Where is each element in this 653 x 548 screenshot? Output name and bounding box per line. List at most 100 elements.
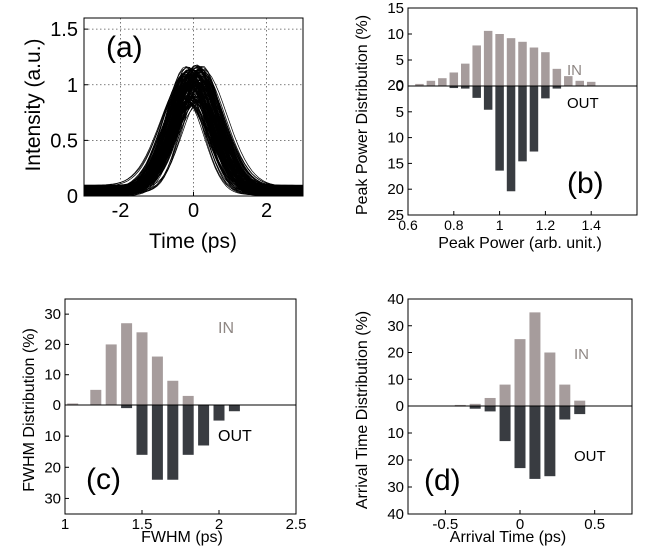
panel-c-label: (c)	[86, 463, 121, 496]
panel-d-ticks: -0.5 0 0.5 0 10 20 30 40 10 20 30 40	[387, 291, 605, 533]
panel-c-bars	[65, 323, 296, 480]
panel-b-in-bar	[586, 81, 596, 86]
panel-d-in-y-tick-label: 40	[387, 291, 404, 308]
panel-b-in-bar	[472, 45, 481, 86]
panel-d-x-tick-label: 0	[516, 516, 524, 533]
panel-d-out-y-tick-label: 20	[387, 452, 404, 469]
panel-b-out-bar	[506, 86, 516, 192]
panel-a-trace	[84, 101, 303, 191]
panel-b-x-tick-label: 1.2	[536, 217, 556, 233]
panel-c-in-y-tick-label: 20	[44, 336, 61, 353]
panel-b-x-tick-label: 1.4	[581, 217, 601, 233]
panel-d-out-y-tick-label: 30	[387, 479, 404, 496]
panel-c-in-bar	[182, 395, 194, 405]
panel-c-out-y-tick-label: 20	[44, 459, 61, 476]
panel-b-x-tick-label: 1	[496, 217, 504, 233]
panel-b-in-bar	[529, 47, 539, 86]
panel-c-out-label: OUT	[218, 428, 252, 445]
panel-d-out-y-tick-label: 40	[387, 506, 404, 523]
panel-d-in-bar	[454, 404, 466, 406]
panel-c-out-y-tick-label: 10	[44, 428, 61, 445]
panel-b-in-bar	[483, 30, 493, 87]
panel-b-in-bar	[426, 80, 436, 86]
panel-c-out-bar	[151, 405, 163, 480]
panel-c-x-tick-label: 1.5	[132, 516, 153, 533]
panel-d-out-label: OUT	[574, 448, 606, 465]
panel-b-label: (b)	[567, 167, 604, 200]
panel-b-out-y-tick-label: 10	[387, 130, 404, 147]
panel-a-trace	[84, 73, 303, 193]
panel-c-x-tick-label: 2	[215, 516, 223, 533]
panel-d-in-bar	[559, 384, 571, 406]
panel-d-in-bar	[529, 312, 541, 406]
panel-b-out-bar	[552, 86, 562, 89]
panel-c-x-axis-label: FWHM (ps)	[141, 529, 223, 546]
panel-c-in-y-tick-label: 10	[44, 367, 61, 384]
panel-c-axes-frame	[64, 298, 297, 515]
panel-a-y-axis-label: Intensity (a.u.)	[22, 38, 45, 171]
panel-b-out-y-tick-label: 0	[396, 78, 404, 95]
panel-c-in-bar	[121, 323, 133, 405]
panel-d-in-bar	[469, 403, 481, 406]
panel-b-in-bar	[541, 52, 550, 86]
panel-d-out-bar	[574, 406, 586, 415]
panel-a-trace	[84, 103, 303, 187]
panel-b-in-bar	[495, 34, 504, 86]
panel-b-x-tick-label: 0.6	[398, 217, 418, 233]
panel-d-in-y-tick-label: 20	[387, 345, 404, 362]
panel-a-trace	[84, 102, 303, 188]
panel-a-trace	[84, 102, 303, 194]
panel-d-in-y-tick-label: 10	[387, 371, 404, 388]
panel-d-out-bar	[529, 406, 541, 479]
panel-a-y-tick-label: 1.5	[50, 19, 78, 41]
panel-c-in-bar	[151, 356, 163, 405]
panel-b-in-bar	[415, 83, 424, 86]
panel-a-x-tick-label: 0	[188, 200, 199, 222]
panel-d-out-bar	[514, 406, 526, 469]
panel-c-in-bar	[136, 332, 148, 405]
panel-a-x-tick-label: -2	[112, 200, 130, 222]
panel-b-out-label: OUT	[567, 95, 599, 112]
panel-d-x-tick-label: 0.5	[584, 516, 605, 533]
panel-a-intensity: -2 0 2 0 0.5 1 1.5 (a) Time (ps) Intensity (a.…	[22, 17, 304, 253]
panel-b-out-bar	[541, 86, 550, 99]
panel-c-x-tick-label: 2.5	[286, 516, 307, 533]
panel-b-out-y-tick-label: 5	[396, 104, 404, 121]
panel-a-trace	[84, 96, 303, 186]
panel-c-in-bar	[105, 344, 117, 405]
panel-b-in-bar	[575, 80, 584, 86]
panel-b-in-bar	[552, 68, 562, 86]
panel-b-out-y-tick-label: 15	[387, 155, 404, 172]
panel-c-in-label: IN	[218, 320, 234, 337]
panel-a-trace	[84, 103, 303, 195]
panel-b-x-tick-label: 0.8	[444, 217, 464, 233]
panel-d-bars	[408, 312, 632, 479]
panel-a-trace	[84, 101, 303, 196]
panel-b-in-label: IN	[567, 62, 582, 79]
panel-b-out-bar	[529, 86, 539, 152]
panel-b-in-bar	[461, 63, 470, 86]
panel-c-out-bar	[121, 405, 133, 409]
panel-b-out-y-tick-label: 20	[387, 77, 404, 94]
panel-d-y-axis-label: Arrival Time Distribution (%)	[354, 311, 371, 509]
panel-b-in-y-tick-label: 10	[387, 26, 404, 43]
panel-d-in-bar	[574, 400, 586, 406]
panel-a-trace	[84, 98, 303, 191]
panel-c-out-bar	[167, 405, 179, 480]
panel-b-y-axis-label: Peak Power Distribution (%)	[354, 15, 371, 215]
panel-d-arrival-time: -0.5 0 0.5 0 10 20 30 40 10 20 30 40 IN OUT (d) Arr…	[354, 291, 633, 546]
panel-d-out-bar	[544, 406, 556, 477]
panel-a-label: (a)	[106, 31, 143, 64]
panel-d-in-label: IN	[574, 346, 589, 363]
panel-a-y-tick-label: 1	[67, 75, 78, 97]
panel-d-out-bar	[559, 406, 571, 420]
panel-c-in-y-tick-label: 0	[53, 397, 61, 414]
panel-b-in-bar	[438, 78, 447, 86]
panel-b-in-y-tick-label: 5	[396, 52, 404, 69]
panel-b-out-bar	[518, 86, 527, 162]
panel-b-out-bar	[483, 86, 493, 110]
panel-c-out-bar	[198, 405, 210, 446]
